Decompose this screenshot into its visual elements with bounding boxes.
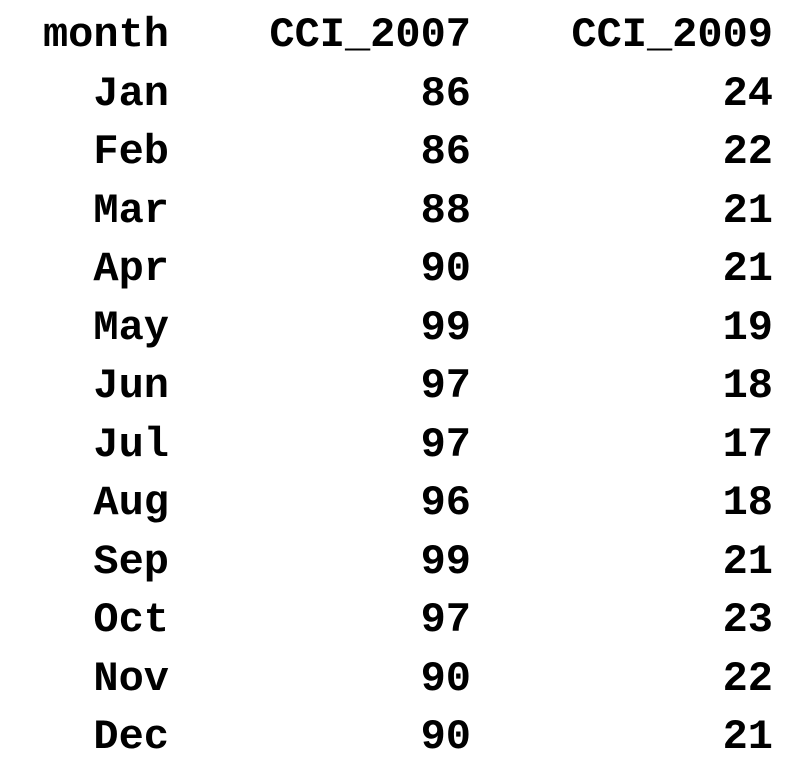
table-row: Feb 86 22 <box>18 123 773 182</box>
table-row: Jun 97 18 <box>18 357 773 416</box>
data-table: month CCI_2007 CCI_2009 Jan 86 24 Feb 86 22 Ma… <box>18 6 773 767</box>
header-month: month <box>42 11 169 59</box>
table-row: Aug 96 18 <box>18 474 773 533</box>
header-cci-2009: CCI_2009 <box>571 11 773 59</box>
cell-cci-2007: 99 <box>420 303 471 352</box>
cell-cci-2007: 86 <box>420 69 471 118</box>
cell-month: Jun <box>93 362 169 410</box>
cell-month: Feb <box>93 128 169 176</box>
table-row: Dec 90 21 <box>18 708 773 767</box>
cell-cci-2009: 24 <box>722 69 773 118</box>
cell-cci-2007: 90 <box>420 245 471 293</box>
cell-month: May <box>93 303 169 352</box>
cell-cci-2009: 21 <box>722 186 773 235</box>
header-cci-2007: CCI_2007 <box>269 11 471 59</box>
cell-cci-2007: 97 <box>420 420 471 469</box>
table-row: Mar 88 21 <box>18 182 773 241</box>
cell-month: Aug <box>93 479 169 527</box>
table-header-row: month CCI_2007 CCI_2009 <box>18 6 773 65</box>
cell-cci-2009: 22 <box>722 654 773 703</box>
table-row: Sep 99 21 <box>18 533 773 592</box>
cell-cci-2007: 96 <box>420 479 471 527</box>
cell-cci-2009: 21 <box>722 245 773 293</box>
cell-month: Oct <box>93 596 169 644</box>
table-row: Oct 97 23 <box>18 591 773 650</box>
table-row: May 99 19 <box>18 299 773 358</box>
cell-cci-2007: 88 <box>420 186 471 235</box>
cell-cci-2009: 21 <box>722 537 773 586</box>
cell-cci-2009: 22 <box>722 128 773 176</box>
cell-month: Jul <box>93 420 169 469</box>
cell-cci-2007: 97 <box>420 362 471 410</box>
cell-cci-2007: 90 <box>420 654 471 703</box>
cell-cci-2007: 86 <box>420 128 471 176</box>
cell-cci-2009: 18 <box>722 362 773 410</box>
cell-cci-2009: 23 <box>722 596 773 644</box>
cell-cci-2007: 99 <box>420 537 471 586</box>
table-row: Nov 90 22 <box>18 650 773 709</box>
cell-month: Nov <box>93 654 169 703</box>
table-row: Jul 97 17 <box>18 416 773 475</box>
cell-month: Sep <box>93 537 169 586</box>
cell-cci-2007: 97 <box>420 596 471 644</box>
table-row: Jan 86 24 <box>18 65 773 124</box>
cell-month: Apr <box>93 245 169 293</box>
cell-month: Jan <box>93 69 169 118</box>
cell-cci-2009: 17 <box>722 420 773 469</box>
cell-cci-2009: 21 <box>722 713 773 761</box>
table-body: Jan 86 24 Feb 86 22 Mar 88 21 Apr 90 21 May 99 19 Jun 97… <box>18 65 773 767</box>
cell-cci-2009: 19 <box>722 303 773 352</box>
cell-month: Dec <box>93 713 169 761</box>
table-row: Apr 90 21 <box>18 240 773 299</box>
cell-cci-2009: 18 <box>722 479 773 527</box>
cell-cci-2007: 90 <box>420 713 471 761</box>
cell-month: Mar <box>93 186 169 235</box>
